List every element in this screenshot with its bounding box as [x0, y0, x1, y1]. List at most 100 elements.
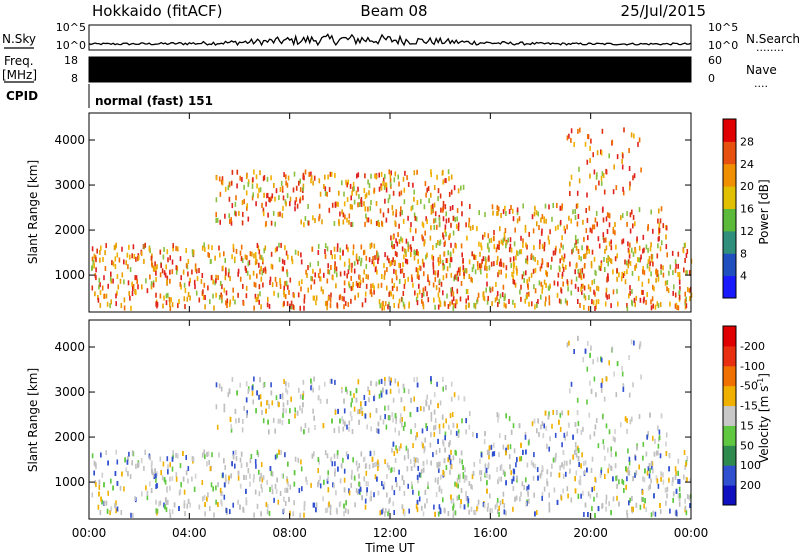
data-cell: [566, 342, 569, 348]
data-cell: [493, 230, 495, 235]
data-cell: [169, 462, 171, 468]
data-cell: [438, 216, 441, 222]
data-cell: [512, 486, 515, 491]
data-cell: [513, 241, 516, 247]
data-cell: [269, 197, 271, 203]
data-cell: [556, 499, 559, 505]
data-cell: [647, 224, 649, 230]
data-cell: [344, 214, 346, 220]
data-cell: [292, 511, 294, 517]
data-cell: [252, 399, 254, 405]
data-cell: [624, 259, 626, 265]
data-cell: [417, 258, 419, 264]
data-cell: [446, 293, 448, 299]
data-cell: [620, 215, 622, 221]
data-cell: [287, 254, 289, 260]
data-cell: [559, 205, 562, 211]
data-cell: [484, 264, 487, 270]
data-cell: [577, 238, 579, 244]
data-cell: [512, 216, 515, 222]
data-cell: [284, 245, 286, 251]
data-cell: [341, 209, 343, 215]
data-cell: [428, 405, 430, 411]
data-cell: [407, 241, 409, 247]
data-cell: [532, 268, 535, 274]
data-cell: [444, 204, 447, 210]
data-cell: [612, 496, 615, 502]
data-cell: [522, 203, 524, 209]
data-cell: [660, 413, 663, 419]
data-cell: [367, 179, 369, 185]
data-cell: [324, 450, 327, 456]
data-cell: [220, 179, 223, 185]
data-cell: [360, 401, 362, 407]
data-cell: [293, 293, 295, 299]
data-cell: [536, 303, 538, 308]
data-cell: [229, 299, 232, 305]
data-cell: [279, 284, 282, 289]
data-cell: [123, 259, 125, 265]
data-cell: [497, 509, 499, 514]
data-cell: [351, 429, 354, 434]
data-cell: [572, 434, 574, 440]
data-cell: [408, 508, 410, 514]
data-cell: [600, 469, 602, 475]
data-cell: [452, 215, 455, 221]
data-cell: [678, 289, 681, 295]
colorbar-tick-label: -50: [740, 380, 758, 393]
data-cell: [346, 182, 348, 188]
data-cell: [486, 281, 488, 287]
data-cell: [642, 269, 644, 275]
data-cell: [287, 461, 289, 467]
data-cell: [382, 484, 385, 490]
data-cell: [544, 301, 546, 307]
data-cell: [587, 341, 589, 346]
data-cell: [563, 460, 566, 466]
data-cell: [587, 512, 590, 518]
data-cell: [332, 275, 334, 281]
data-cell: [182, 269, 185, 275]
data-cell: [435, 449, 438, 455]
data-cell: [263, 248, 265, 254]
data-cell: [394, 378, 397, 384]
data-cell: [218, 176, 221, 182]
data-cell: [242, 418, 244, 424]
data-cell: [163, 247, 165, 252]
data-cell: [379, 208, 382, 214]
date-label: 25/Jul/2015: [621, 2, 706, 20]
data-cell: [198, 268, 200, 273]
data-cell: [452, 296, 455, 302]
data-cell: [348, 219, 350, 225]
data-cell: [315, 507, 317, 513]
data-cell: [317, 395, 320, 401]
data-cell: [163, 477, 166, 483]
data-cell: [578, 461, 580, 467]
data-cell: [678, 275, 681, 281]
data-cell: [312, 268, 314, 274]
data-cell: [500, 258, 502, 264]
data-cell: [532, 475, 535, 481]
data-cell: [289, 196, 292, 202]
data-cell: [624, 279, 627, 285]
data-cell: [444, 228, 446, 234]
data-cell: [245, 488, 247, 494]
data-cell: [452, 498, 455, 504]
data-cell: [310, 482, 312, 488]
data-cell: [565, 264, 567, 270]
nsky-trace: [88, 33, 692, 47]
data-cell: [549, 229, 551, 235]
data-cell: [287, 382, 290, 388]
data-cell: [590, 467, 593, 473]
data-cell: [546, 478, 548, 484]
data-cell: [368, 464, 371, 470]
data-cell: [471, 474, 474, 480]
data-cell: [647, 431, 649, 437]
data-cell: [146, 490, 149, 496]
data-cell: [209, 506, 211, 512]
data-cell: [395, 238, 397, 244]
data-cell: [455, 243, 457, 249]
data-cell: [530, 460, 533, 466]
data-cell: [574, 209, 576, 214]
data-cell: [107, 283, 109, 289]
